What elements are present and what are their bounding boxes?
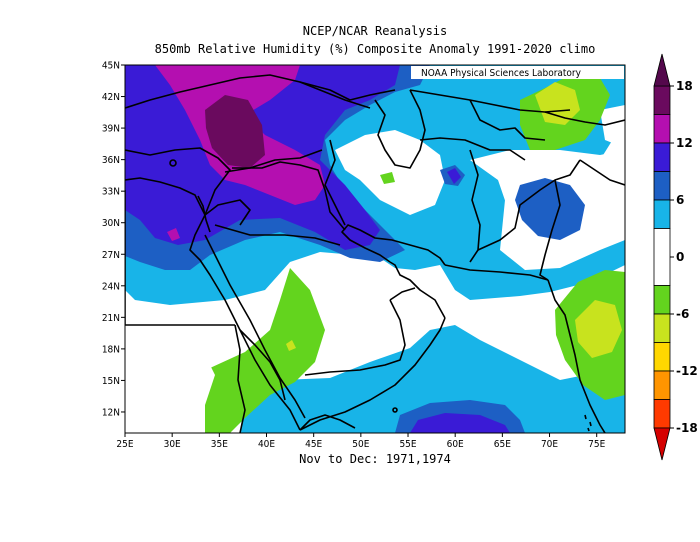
colorbar-bin — [653, 285, 671, 315]
contour-yellowgreen-central-asia — [535, 82, 580, 125]
x-tick-label: 70E — [541, 439, 558, 450]
border-caucasus — [299, 81, 371, 109]
x-tick-label: 40E — [258, 439, 275, 450]
coastline-arabia-south — [299, 317, 446, 431]
credit-box — [411, 66, 624, 79]
coastline-oman — [389, 261, 446, 319]
border-iran-iraq — [324, 139, 346, 226]
coastline-iran-south — [444, 264, 549, 281]
x-tick-label: 75E — [588, 439, 605, 450]
title-line-1: NCEP/NCAR Reanalysis — [302, 24, 448, 38]
credit-text: NOAA Physical Sciences Laboratory — [421, 68, 582, 79]
border-afghan-pakistan — [477, 159, 581, 251]
colorbar-label: -12 — [676, 364, 698, 378]
colorbar-label: -18 — [676, 421, 698, 435]
y-tick-label: 21N — [102, 313, 120, 324]
colorbar-bin — [653, 399, 671, 429]
colorbar-bin — [653, 342, 671, 372]
contour-blue-iran — [515, 178, 585, 240]
border-jordan — [204, 199, 251, 226]
y-tick-label: 39N — [102, 124, 120, 135]
x-tick-label: 35E — [211, 439, 228, 450]
y-tick-label: 33N — [102, 187, 120, 198]
colorbar-bin — [653, 199, 671, 229]
coastline-caspian — [374, 89, 426, 169]
border-kyrgyz — [544, 111, 625, 126]
x-tick-label: 25E — [116, 439, 133, 450]
x-tick-label: 50E — [352, 439, 369, 450]
colorbar-arrow-top — [653, 53, 671, 87]
colorbar-label: 6 — [676, 193, 684, 207]
island-socotra — [392, 407, 398, 413]
contour-yellowgreen-india — [575, 300, 622, 358]
x-tick-label: 55E — [399, 439, 416, 450]
plot-frame — [124, 64, 626, 434]
contour-lightblue-south — [240, 325, 625, 433]
y-tick-label: 30N — [102, 218, 120, 229]
coastline-sinai — [197, 195, 211, 233]
border-india-china — [579, 159, 625, 186]
x-tick-label: 60E — [447, 439, 464, 450]
border-pakistan-india — [539, 179, 561, 281]
colorbar-label: 0 — [676, 250, 684, 264]
colorbar-bin — [653, 142, 671, 172]
border-syria-iraq — [232, 161, 346, 231]
coastline-india-west — [547, 279, 606, 433]
y-tick-label: 36N — [102, 155, 120, 166]
colorbar-label: -6 — [676, 307, 689, 321]
contour-purple-core — [205, 95, 265, 168]
coastline-horn-africa — [299, 414, 356, 431]
y-tick-label: 24N — [102, 281, 120, 292]
contour-indigo-south — [410, 413, 510, 433]
y-tick-label: 42N — [102, 92, 120, 103]
colorbar-label: 12 — [676, 136, 693, 150]
coastline-redsea-east — [204, 234, 306, 419]
border-sudan-chad — [234, 324, 246, 433]
x-axis-ticks: 25E 30E 35E 40E 45E 50E 55E 60E 65E 70E 75E — [116, 433, 606, 450]
y-tick-label: 15N — [102, 376, 120, 387]
title-line-2: 850mb Relative Humidity (%) Composite An… — [154, 42, 596, 56]
colorbar-bin — [653, 171, 671, 201]
coastline-turkey-south — [125, 147, 301, 431]
contour-white-southwest — [125, 325, 215, 433]
y-tick-label: 12N — [102, 407, 120, 418]
date-caption: Nov to Dec: 1971,1974 — [299, 452, 451, 466]
x-tick-label: 65E — [494, 439, 511, 450]
contour-green-spot — [380, 172, 395, 184]
border-iran-afghan — [469, 149, 481, 263]
colorbar-bin — [653, 114, 671, 144]
border-saudi-iraq — [214, 224, 341, 246]
colorbar-bin — [653, 85, 671, 115]
contour-indigo-spot — [447, 168, 461, 184]
contour-white-northeast — [600, 105, 625, 148]
colorbar-label: 18 — [676, 79, 693, 93]
border-saudi-yemen-oman — [304, 299, 406, 376]
contour-fields — [125, 65, 625, 433]
border-saudi-uae — [389, 287, 416, 301]
contour-yellowgreen-spot — [286, 340, 296, 351]
coastlines-borders — [125, 74, 625, 433]
x-tick-label: 30E — [164, 439, 181, 450]
contour-magenta-spot — [167, 228, 180, 241]
colorbar-arrow-bottom — [653, 427, 671, 461]
border-ethiopia — [239, 329, 286, 401]
colorbar: 18 12 6 0 -6 -12 -18 — [653, 53, 698, 461]
coastline-persian-gulf — [341, 224, 446, 266]
colorbar-bin — [653, 313, 671, 343]
y-tick-label: 18N — [102, 344, 120, 355]
border-turkey-syria — [224, 149, 323, 173]
border-turkmenistan — [419, 137, 526, 161]
x-tick-label: 45E — [305, 439, 322, 450]
coastline-turkey-north — [125, 74, 396, 109]
islands-maldives — [584, 414, 592, 432]
border-central-asia-north — [469, 99, 546, 141]
coastline-egypt — [125, 177, 206, 216]
island-cyprus — [169, 159, 177, 167]
colorbar-bin — [653, 228, 671, 286]
y-axis-ticks: 12N 15N 18N 21N 24N 27N 30N 33N 36N 39N 42N 45N — [102, 61, 125, 418]
y-tick-label: 45N — [102, 61, 120, 72]
colorbar-bin — [653, 370, 671, 400]
y-tick-label: 27N — [102, 250, 120, 261]
